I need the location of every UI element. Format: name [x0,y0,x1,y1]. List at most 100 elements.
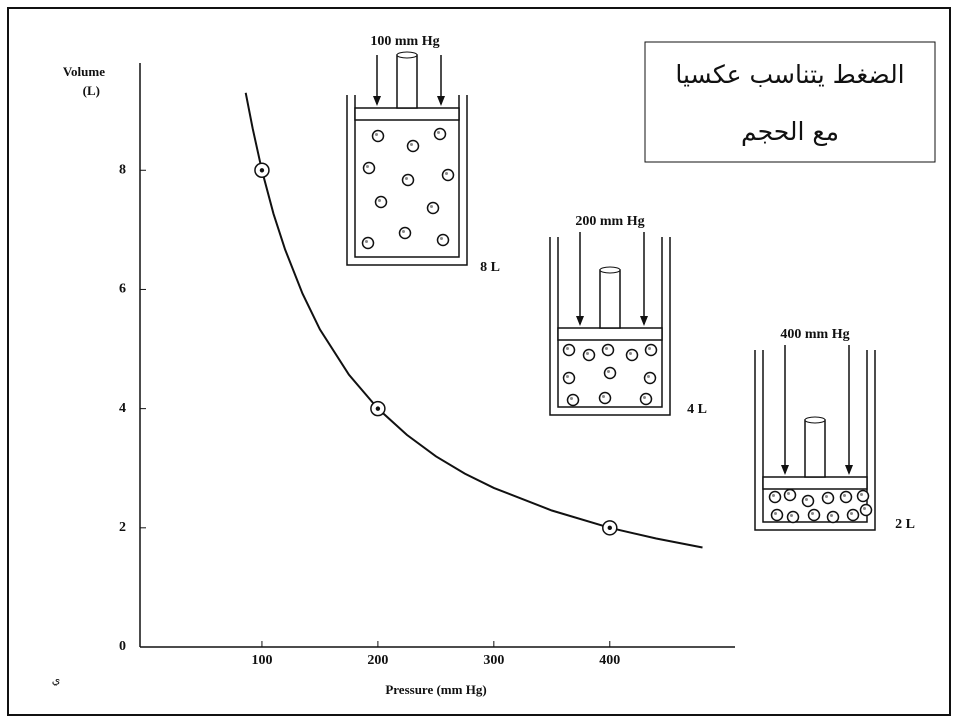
cylinder [550,232,670,415]
particle-shine [811,512,814,515]
volume-label: 2 L [895,517,915,532]
gas-particle [823,493,834,504]
particle-shine [863,507,866,510]
particle-shine [402,230,405,233]
point-dot [260,168,264,172]
particle-shine [772,494,775,497]
pressure-label: 200 mm Hg [575,214,644,229]
y-axis-label: (L) [83,83,100,98]
particle-shine [843,494,846,497]
particle-shine [405,177,408,180]
gas-particle [600,393,611,404]
particle-shine [440,237,443,240]
volume-label: 4 L [687,402,707,417]
gas-particle [373,131,384,142]
point-dot [608,526,612,530]
cylinder [347,52,467,265]
note-line: الضغط يتناسب عكسيا [675,60,904,89]
gas-particle [564,373,575,384]
piston-rod [805,420,825,477]
rod-top [805,417,825,423]
cylinder [755,345,875,530]
particle-shine [566,375,569,378]
particle-shine [365,240,368,243]
y-tick-label: 8 [119,162,126,177]
particle-shine [647,375,650,378]
gas-particle [861,505,872,516]
piston-rod [397,55,417,108]
pressure-label: 400 mm Hg [780,327,849,342]
gas-particle [584,350,595,361]
arrow-head [640,316,648,326]
x-tick-label: 400 [599,653,620,668]
particle-shine [774,512,777,515]
piston [558,328,662,340]
particle-shine [787,492,790,495]
particle-shine [602,395,605,398]
particle-shine [825,495,828,498]
gas-particle [438,235,449,246]
gas-particle [564,345,575,356]
gas-particle [363,238,374,249]
gas-particle [828,512,839,523]
gas-particle [858,491,869,502]
y-tick-label: 2 [119,520,126,535]
curve [246,93,703,548]
arrow-head [781,465,789,475]
particle-shine [607,370,610,373]
arrow-head [576,316,584,326]
gas-particle [408,141,419,152]
gas-particle [443,170,454,181]
particle-shine [648,347,651,350]
point-dot [376,406,380,410]
slide: الضغط يتناسب عكسيا مع الحجم Volume (L) P… [0,0,959,723]
piston [763,477,867,489]
gas-particle [627,350,638,361]
particle-shine [430,205,433,208]
particle-shine [805,498,808,501]
gas-particle [428,203,439,214]
piston [355,108,459,120]
gas-particle [403,175,414,186]
footnote: ي [52,675,61,687]
y-tick-label: 4 [119,401,126,416]
note-line: مع الحجم [741,117,839,147]
gas-particle [568,395,579,406]
arrow-head [437,96,445,106]
gas-particle [435,129,446,140]
piston-rod [600,270,620,328]
gas-particle [770,492,781,503]
gas-particle [376,197,387,208]
gas-particle [400,228,411,239]
x-tick-label: 100 [251,653,272,668]
gas-particle [603,345,614,356]
particle-shine [378,199,381,202]
particle-shine [570,397,573,400]
particle-shine [860,493,863,496]
gas-particle [809,510,820,521]
gas-particle [841,492,852,503]
x-tick-label: 200 [367,653,388,668]
gas-particle [803,496,814,507]
particle-shine [605,347,608,350]
y-axis-label: Volume [63,64,105,79]
particle-shine [850,512,853,515]
y-tick-label: 6 [119,282,126,297]
gas-particle [785,490,796,501]
arrow-head [845,465,853,475]
arrow-head [373,96,381,106]
particle-shine [586,352,589,355]
gas-particle [772,510,783,521]
gas-particle [848,510,859,521]
particle-shine [366,165,369,168]
volume-label: 8 L [480,260,500,275]
gas-particle [646,345,657,356]
particle-shine [643,396,646,399]
rod-top [397,52,417,58]
particle-shine [790,514,793,517]
particle-shine [437,131,440,134]
particle-shine [566,347,569,350]
pressure-label: 100 mm Hg [370,34,439,49]
x-axis-label: Pressure (mm Hg) [385,682,486,697]
particle-shine [445,172,448,175]
